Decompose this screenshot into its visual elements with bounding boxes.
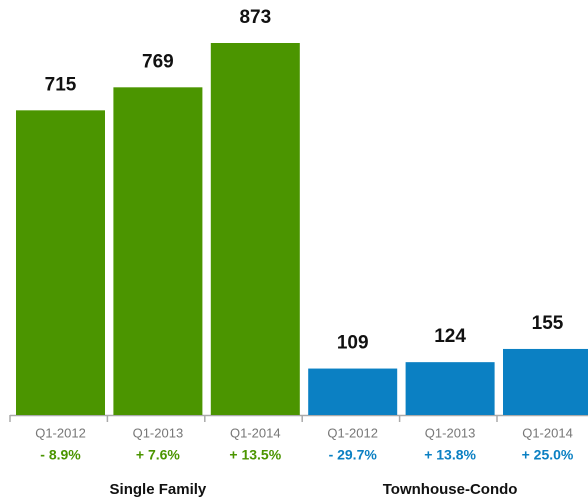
change-label: + 7.6%	[136, 447, 181, 463]
value-label: 155	[532, 313, 564, 334]
bar	[113, 87, 203, 415]
category-label: Q1-2013	[133, 425, 184, 440]
change-label: + 25.0%	[522, 447, 574, 463]
bar	[16, 110, 105, 415]
change-label: - 29.7%	[329, 447, 378, 463]
group-label: Single Family	[110, 481, 207, 498]
change-label: + 13.5%	[229, 447, 281, 463]
change-label: + 13.8%	[424, 447, 476, 463]
category-label: Q1-2014	[230, 425, 281, 440]
bar	[405, 362, 495, 415]
category-label: Q1-2014	[522, 425, 573, 440]
value-label: 769	[142, 51, 174, 72]
value-label: 873	[239, 7, 271, 28]
value-label: 109	[337, 333, 369, 354]
bar	[308, 368, 398, 415]
change-label: - 8.9%	[40, 447, 81, 463]
value-label: 715	[45, 74, 77, 95]
group-label: Townhouse-Condo	[383, 481, 518, 498]
bar	[210, 43, 300, 415]
bar	[503, 348, 588, 415]
category-label: Q1-2012	[327, 425, 378, 440]
category-label: Q1-2012	[35, 425, 86, 440]
value-label: 124	[434, 326, 466, 347]
category-label: Q1-2013	[425, 425, 476, 440]
